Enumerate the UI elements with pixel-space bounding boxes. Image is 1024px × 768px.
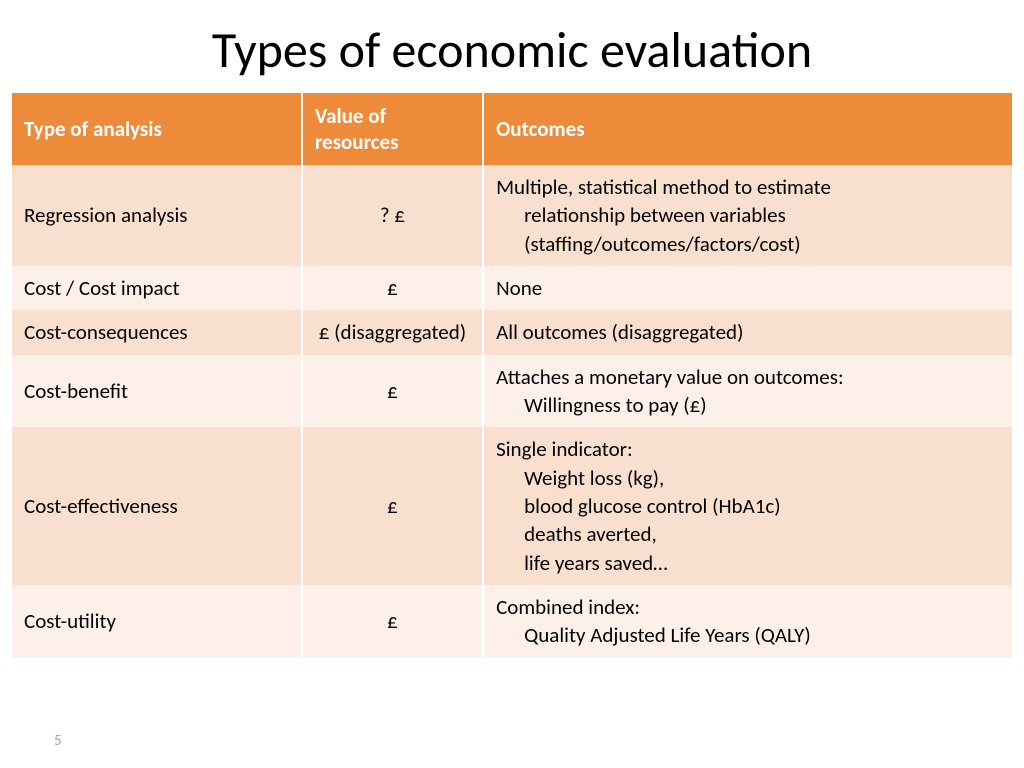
cell-type: Cost / Cost impact (12, 266, 301, 310)
slide: Types of economic evaluation Type of ana… (0, 0, 1024, 768)
cell-type: Cost-benefit (12, 355, 301, 428)
outcome-lead: Attaches a monetary value on outcomes: (496, 364, 843, 390)
outcome-lead: Combined index: (496, 594, 640, 620)
outcome-detail: deaths averted, (496, 520, 1000, 548)
page-title: Types of economic evaluation (10, 20, 1014, 81)
outcome-lead: All outcomes (disaggregated) (496, 319, 743, 345)
cell-outcome: Combined index:Quality Adjusted Life Yea… (484, 585, 1012, 658)
col-header-value: Value of resources (303, 93, 482, 165)
outcome-detail: Weight loss (kg), (496, 464, 1000, 492)
cell-value: £ (disaggregated) (303, 310, 482, 354)
table-row: Cost / Cost impact£ None (12, 266, 1012, 310)
outcome-detail: relationship between variables (staffing… (496, 201, 1000, 258)
table-row: Cost-consequences£ (disaggregated) All ou… (12, 310, 1012, 354)
outcome-lead: Single indicator: (496, 436, 633, 462)
cell-type: Cost-utility (12, 585, 301, 658)
cell-value: ? £ (303, 165, 482, 266)
table-row: Cost-effectiveness£Single indicator:Weig… (12, 427, 1012, 585)
table-header-row: Type of analysis Value of resources Outc… (12, 93, 1012, 165)
cell-type: Cost-consequences (12, 310, 301, 354)
outcome-detail: life years saved… (496, 549, 1000, 577)
cell-value: £ (303, 266, 482, 310)
cell-type: Regression analysis (12, 165, 301, 266)
outcome-detail: Willingness to pay (£) (496, 391, 1000, 419)
cell-outcome: All outcomes (disaggregated) (484, 310, 1012, 354)
col-header-type: Type of analysis (12, 93, 301, 165)
cell-outcome: None (484, 266, 1012, 310)
table-row: Cost-benefit£Attaches a monetary value o… (12, 355, 1012, 428)
table-row: Cost-utility£Combined index:Quality Adju… (12, 585, 1012, 658)
cell-value: £ (303, 355, 482, 428)
cell-outcome: Multiple, statistical method to estimate… (484, 165, 1012, 266)
cell-value: £ (303, 427, 482, 585)
cell-value: £ (303, 585, 482, 658)
outcome-detail: Quality Adjusted Life Years (QALY) (496, 621, 1000, 649)
cell-type: Cost-effectiveness (12, 427, 301, 585)
page-number: 5 (54, 732, 62, 750)
table-body: Regression analysis? £Multiple, statisti… (12, 165, 1012, 658)
outcome-detail: blood glucose control (HbA1c) (496, 492, 1000, 520)
outcome-lead: Multiple, statistical method to estimate (496, 174, 831, 200)
outcome-lead: None (496, 275, 542, 301)
cell-outcome: Single indicator:Weight loss (kg),blood … (484, 427, 1012, 585)
col-header-outcomes: Outcomes (484, 93, 1012, 165)
cell-outcome: Attaches a monetary value on outcomes:Wi… (484, 355, 1012, 428)
evaluation-table: Type of analysis Value of resources Outc… (10, 93, 1014, 658)
table-row: Regression analysis? £Multiple, statisti… (12, 165, 1012, 266)
